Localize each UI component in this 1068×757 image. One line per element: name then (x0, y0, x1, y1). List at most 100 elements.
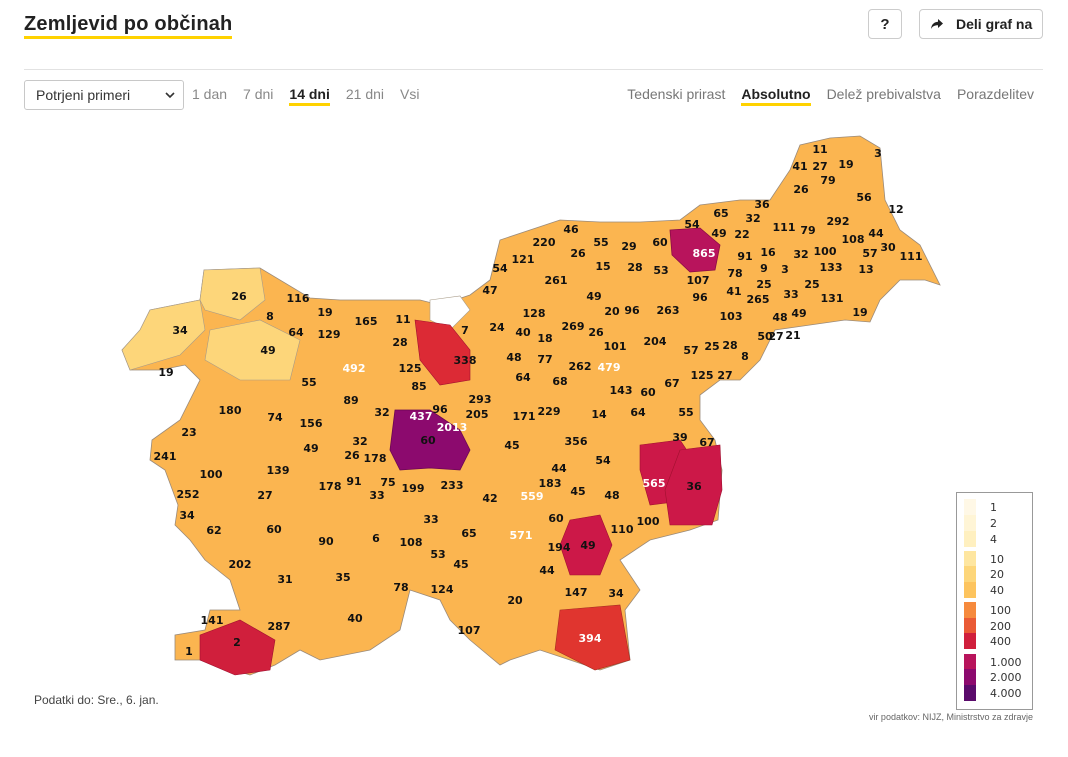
municipality-value[interactable]: 265 (747, 293, 770, 306)
municipality-value[interactable]: 165 (355, 315, 378, 328)
municipality-value[interactable]: 64 (288, 326, 304, 339)
municipality-value[interactable]: 865 (693, 247, 716, 260)
municipality-value[interactable]: 108 (842, 233, 865, 246)
municipality-value[interactable]: 40 (347, 612, 363, 625)
municipality-value[interactable]: 19 (317, 306, 332, 319)
municipality-value[interactable]: 241 (154, 450, 177, 463)
municipality-value[interactable]: 54 (492, 262, 508, 275)
municipality-value[interactable]: 67 (699, 436, 714, 449)
municipality-value[interactable]: 25 (704, 340, 719, 353)
municipality-value[interactable]: 183 (539, 477, 562, 490)
municipality-value[interactable]: 68 (552, 375, 567, 388)
municipality-value[interactable]: 44 (539, 564, 555, 577)
municipality-value[interactable]: 32 (352, 435, 367, 448)
municipality-value[interactable]: 60 (548, 512, 564, 525)
municipality-value[interactable]: 26 (793, 183, 809, 196)
municipality-value[interactable]: 3 (781, 263, 789, 276)
tab-1-day[interactable]: 1 dan (192, 86, 228, 102)
municipality-value[interactable]: 6 (372, 532, 380, 545)
municipality-value[interactable]: 156 (300, 417, 323, 430)
municipality-value[interactable]: 100 (637, 515, 660, 528)
municipality-value[interactable]: 27 (812, 160, 827, 173)
municipality-value[interactable]: 27 (768, 330, 783, 343)
municipality-value[interactable]: 394 (579, 632, 602, 645)
municipality-value[interactable]: 111 (773, 221, 796, 234)
municipality-value[interactable]: 78 (727, 267, 742, 280)
municipality-value[interactable]: 34 (172, 324, 188, 337)
municipality-value[interactable]: 34 (179, 509, 195, 522)
municipality-value[interactable]: 121 (512, 253, 535, 266)
municipality-value[interactable]: 57 (683, 344, 698, 357)
municipality-value[interactable]: 28 (627, 261, 642, 274)
municipality-value[interactable]: 62 (206, 524, 221, 537)
municipality-value[interactable]: 125 (691, 369, 714, 382)
municipality-value[interactable]: 338 (454, 354, 477, 367)
municipality-value[interactable]: 27 (257, 489, 272, 502)
municipality-value[interactable]: 11 (395, 313, 410, 326)
tab-7-days[interactable]: 7 dni (243, 86, 274, 102)
municipality-value[interactable]: 53 (430, 548, 445, 561)
municipality-value[interactable]: 124 (431, 583, 454, 596)
municipality-value[interactable]: 13 (858, 263, 873, 276)
municipality-value[interactable]: 100 (814, 245, 837, 258)
municipality-value[interactable]: 8 (741, 350, 749, 363)
municipality-value[interactable]: 65 (713, 207, 728, 220)
municipality-value[interactable]: 25 (804, 278, 819, 291)
municipality-value[interactable]: 263 (657, 304, 680, 317)
municipality-value[interactable]: 49 (303, 442, 318, 455)
municipality-value[interactable]: 60 (640, 386, 656, 399)
municipality-value[interactable]: 74 (267, 411, 283, 424)
municipality-value[interactable]: 91 (346, 475, 361, 488)
municipality-value[interactable]: 39 (672, 431, 687, 444)
municipality-value[interactable]: 19 (158, 366, 173, 379)
municipality-value[interactable]: 30 (880, 241, 896, 254)
municipality-value[interactable]: 90 (318, 535, 334, 548)
municipality-value[interactable]: 96 (692, 291, 708, 304)
municipality-value[interactable]: 79 (820, 174, 835, 187)
municipality-value[interactable]: 261 (545, 274, 568, 287)
municipality-value[interactable]: 48 (506, 351, 521, 364)
municipality-value[interactable]: 11 (812, 143, 827, 156)
tab-21-days[interactable]: 21 dni (345, 86, 385, 102)
municipality-value[interactable]: 22 (734, 228, 749, 241)
municipality-value[interactable]: 54 (684, 218, 700, 231)
tab-absolute[interactable]: Absolutno (741, 86, 811, 106)
municipality-value[interactable]: 42 (482, 492, 497, 505)
municipality-value[interactable]: 28 (722, 339, 737, 352)
help-button[interactable]: ? (868, 9, 902, 39)
municipality-value[interactable]: 143 (610, 384, 633, 397)
municipality-value[interactable]: 35 (335, 571, 350, 584)
municipality-value[interactable]: 28 (392, 336, 407, 349)
municipality-value[interactable]: 12 (888, 203, 903, 216)
tab-weekly-growth[interactable]: Tedenski prirast (627, 86, 726, 102)
tab-all[interactable]: Vsi (400, 86, 420, 102)
municipality-value[interactable]: 2013 (437, 421, 468, 434)
municipality-value[interactable]: 45 (504, 439, 519, 452)
share-button[interactable]: Deli graf na (919, 9, 1043, 39)
municipality-value[interactable]: 128 (523, 307, 546, 320)
municipality-value[interactable]: 41 (726, 285, 741, 298)
municipality-value[interactable]: 36 (754, 198, 770, 211)
municipality-value[interactable]: 479 (598, 361, 621, 374)
municipality-value[interactable]: 2 (233, 636, 241, 649)
municipality-value[interactable]: 3 (874, 147, 882, 160)
municipality-value[interactable]: 356 (565, 435, 588, 448)
municipality-value[interactable]: 29 (621, 240, 636, 253)
municipality-value[interactable]: 31 (277, 573, 292, 586)
municipality-value[interactable]: 47 (482, 284, 497, 297)
municipality-value[interactable]: 45 (453, 558, 468, 571)
municipality-value[interactable]: 492 (343, 362, 366, 375)
tab-distribution[interactable]: Porazdelitev (956, 86, 1034, 102)
municipality-value[interactable]: 45 (570, 485, 585, 498)
municipality-value[interactable]: 44 (868, 227, 884, 240)
municipality-value[interactable]: 49 (791, 307, 806, 320)
municipality-value[interactable]: 8 (266, 310, 274, 323)
municipality-value[interactable]: 79 (800, 224, 815, 237)
municipality-value[interactable]: 129 (318, 328, 341, 341)
municipality-value[interactable]: 20 (507, 594, 523, 607)
tab-population-share[interactable]: Delež prebivalstva (826, 86, 941, 102)
municipality-value[interactable]: 26 (588, 326, 604, 339)
municipality-value[interactable]: 34 (608, 587, 624, 600)
municipality-value[interactable]: 44 (551, 462, 567, 475)
municipality-value[interactable]: 23 (181, 426, 196, 439)
